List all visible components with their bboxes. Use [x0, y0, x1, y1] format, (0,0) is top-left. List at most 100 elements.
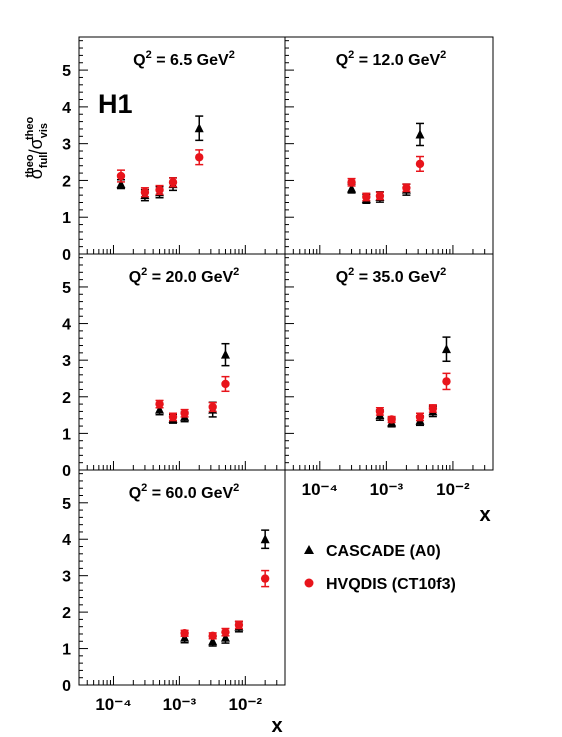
x-tick-label: 10⁻⁴	[302, 480, 338, 499]
y-tick-label: 2	[62, 173, 71, 190]
panel-q2-6.5: 0 1 2 3 4 5 Q2 = 6.5 GeV2	[62, 36, 286, 264]
data-point-circle	[442, 377, 451, 386]
legend-item-cascade: CASCADE (A0)	[304, 543, 441, 560]
data-point-circle	[375, 191, 385, 201]
ylabel-sub1: full	[38, 152, 50, 169]
data-point-triangle	[260, 534, 270, 544]
series-hvqdis	[155, 375, 230, 422]
y-tick-label: 1	[62, 426, 71, 443]
data-point-triangle	[116, 179, 126, 189]
panel-q2-20.0: 0 1 2 3 4 5 Q2 = 20.0 GeV2	[62, 253, 286, 480]
legend-label-cascade: CASCADE (A0)	[326, 543, 441, 560]
panel-title: Q2 = 12.0 GeV2	[336, 49, 447, 69]
y-tick-label: 4	[62, 317, 71, 334]
panel-frame	[78, 253, 286, 471]
y-tick-label: 2	[62, 605, 71, 622]
y-tick-label: 5	[62, 496, 71, 513]
legend-marker-circle	[304, 578, 314, 588]
data-point-circle	[221, 379, 230, 389]
y-tick-label: 0	[62, 463, 71, 480]
panel-frame	[78, 36, 286, 255]
y-tick-label: 0	[62, 247, 71, 264]
y-tick-label: 3	[62, 137, 71, 154]
data-point-circle	[347, 178, 356, 187]
series-hvqdis	[180, 569, 270, 641]
data-point-triangle	[220, 349, 230, 359]
legend-item-hvqdis: HVQDIS (CT10f3)	[304, 576, 456, 593]
y-axis-label: σfulltheo/σvistheo	[24, 116, 50, 179]
data-point-circle	[168, 412, 178, 422]
series-hvqdis	[375, 372, 451, 424]
data-point-circle	[402, 183, 411, 192]
panel-q2-12.0: Q2 = 12.0 GeV2	[284, 36, 494, 255]
data-point-circle	[415, 412, 425, 422]
y-tick-label: 1	[62, 642, 71, 659]
data-point-circle	[116, 171, 126, 181]
x-tick-label: 10⁻²	[229, 695, 263, 714]
data-point-circle	[221, 627, 230, 637]
x-tick-label: 10⁻³	[163, 695, 197, 714]
panel-title: Q2 = 20.0 GeV2	[129, 266, 240, 286]
y-tick-label: 2	[62, 390, 71, 407]
data-point-circle	[140, 188, 150, 197]
series-cascade	[155, 342, 230, 424]
data-point-circle	[387, 415, 396, 424]
ylabel-slash: /	[26, 149, 46, 154]
data-point-circle	[195, 153, 204, 162]
ylabel-sigma1: σ	[26, 168, 46, 179]
ylabel-sub2: vis	[38, 123, 50, 138]
series-cascade	[375, 336, 451, 428]
data-point-triangle	[415, 129, 425, 139]
data-point-circle	[234, 620, 244, 630]
panel-frame	[284, 253, 494, 471]
panel-title: Q2 = 60.0 GeV2	[129, 482, 240, 502]
data-point-circle	[168, 178, 178, 187]
data-point-triangle	[155, 404, 165, 414]
data-point-circle	[208, 631, 217, 641]
series-cascade	[347, 122, 425, 204]
y-tick-label: 4	[62, 100, 71, 117]
legend-label-hvqdis: HVQDIS (CT10f3)	[326, 576, 456, 593]
panel-frame	[78, 469, 286, 686]
data-point-triangle	[441, 344, 451, 354]
y-tick-label: 0	[62, 678, 71, 695]
data-point-circle	[208, 402, 217, 412]
panel-q2-60.0: 0 1 2 3 4 5 10⁻⁴ 10⁻³ 10⁻² Q2 = 60.0 GeV2	[62, 469, 286, 714]
series-hvqdis	[347, 155, 425, 202]
data-point-circle	[260, 574, 270, 583]
legend-marker-triangle	[304, 545, 314, 554]
ylabel-sigma2: σ	[26, 138, 46, 149]
x-axis-label-bottom: x	[271, 715, 282, 737]
x-tick-label: 10⁻⁴	[95, 695, 131, 714]
y-tick-label: 5	[62, 280, 71, 297]
y-tick-label: 5	[62, 63, 71, 80]
h1-logo: H1	[98, 89, 133, 119]
ylabel-sup1: theo	[24, 154, 36, 178]
data-point-triangle	[208, 636, 218, 646]
x-tick-label: 10⁻³	[370, 480, 404, 499]
legend: CASCADE (A0) HVQDIS (CT10f3)	[304, 543, 456, 593]
data-point-circle	[155, 399, 164, 409]
panel-title: Q2 = 35.0 GeV2	[336, 266, 447, 286]
data-point-circle	[155, 185, 164, 195]
svg-text:σfulltheo/σvistheo: σfulltheo/σvistheo	[24, 116, 50, 179]
data-point-circle	[415, 159, 425, 169]
y-tick-label: 1	[62, 210, 71, 227]
x-axis-label-right: x	[479, 504, 490, 526]
y-tick-label: 3	[62, 353, 71, 370]
panel-title: Q2 = 6.5 GeV2	[133, 49, 235, 69]
y-tick-label: 4	[62, 532, 71, 549]
ylabel-sup2: theo	[24, 116, 36, 140]
y-tick-label: 3	[62, 569, 71, 586]
data-point-circle	[180, 629, 189, 638]
data-point-circle	[428, 404, 438, 413]
panels: 0 1 2 3 4 5 Q2 = 6.5 GeV2 Q2 = 12.0 GeV2 0 1 2 3 4 5 Q…	[62, 36, 494, 714]
data-point-triangle	[220, 632, 230, 642]
data-point-triangle	[194, 123, 204, 133]
panel-frame	[284, 36, 494, 255]
panel-q2-35.0: 10⁻⁴ 10⁻³ 10⁻² Q2 = 35.0 GeV2	[284, 253, 494, 499]
data-point-circle	[362, 192, 371, 202]
x-tick-label: 10⁻²	[436, 480, 470, 499]
data-point-circle	[180, 409, 189, 418]
